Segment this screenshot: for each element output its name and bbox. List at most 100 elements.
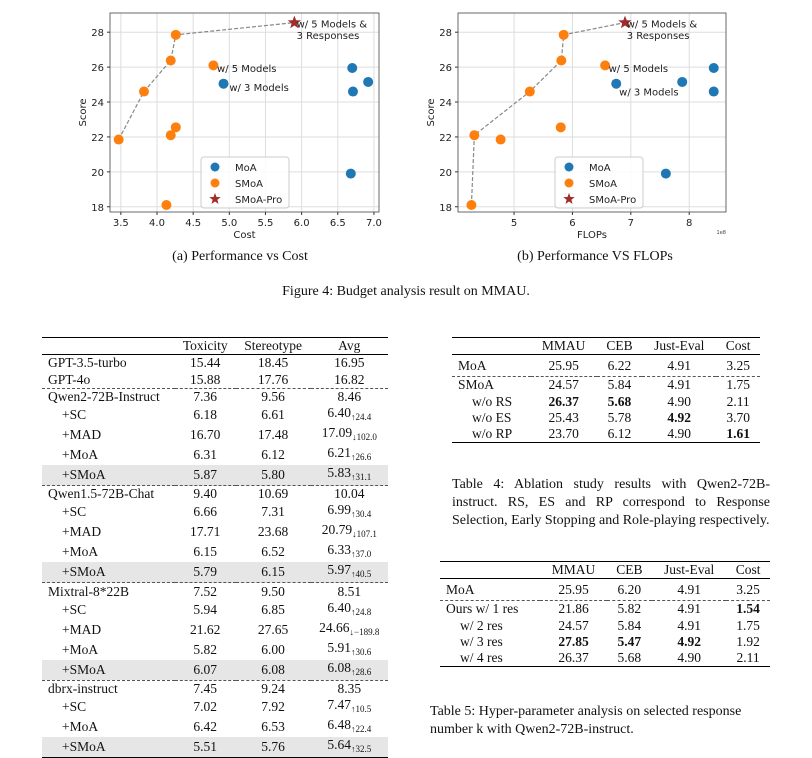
x-tick-label: 8	[686, 218, 692, 229]
table5-caption: Table 5: Hyper-parameter analysis on sel…	[430, 704, 742, 737]
value-cell: 6.12	[596, 426, 643, 444]
relative-change: ↑22.4	[350, 724, 372, 735]
best-value: 1.54	[736, 601, 760, 617]
table-row: +MAD 21.62 27.65 24.66↓−189.8	[42, 620, 388, 640]
toxicity-cell: 6.18	[193, 407, 218, 423]
data-point-moa	[347, 86, 358, 97]
toxicity-cell: 9.40	[174, 485, 236, 503]
avg-cell: 5.64↑32.5	[310, 737, 388, 758]
table-row: +SC 6.18 6.61 6.40↑24.4	[42, 405, 388, 425]
column-header: Stereotype	[235, 336, 311, 356]
toxicity-cell: 5.82	[193, 641, 218, 657]
table-row: +MoA 6.31 6.12 6.21↑26.6	[42, 445, 388, 465]
header-row: MMAU CEB Just-Eval Cost	[440, 560, 770, 580]
stereotype-cell: 7.31	[261, 504, 285, 520]
toxicity-cell: 7.36	[174, 387, 236, 406]
best-value: 5.47	[617, 634, 642, 650]
legend-marker	[564, 178, 574, 188]
data-point-smoa	[495, 134, 506, 145]
value-cell: 4.91	[677, 617, 701, 633]
avg-cell: 6.40↑24.8	[327, 599, 372, 617]
toxicity-cell: 5.51	[174, 737, 236, 758]
stereotype-cell: 10.69	[235, 485, 311, 503]
x-tick-label: 5.0	[221, 218, 237, 229]
stereotype-cell: 9.24	[235, 679, 311, 698]
column-header	[42, 336, 175, 356]
y-tick-label: 26	[439, 63, 452, 74]
annotation: 3 Responses	[627, 31, 690, 42]
legend-marker	[564, 162, 574, 172]
stereotype-cell: 17.76	[257, 371, 289, 387]
avg-cell: 5.97↑40.5	[310, 562, 388, 583]
row-label: +SC	[62, 699, 87, 715]
data-point-smoa	[556, 55, 567, 66]
table-row: GPT-3.5-turbo 15.44 18.45 16.95	[42, 355, 388, 372]
value-cell: 2.11	[726, 393, 750, 409]
column-header: MMAU	[540, 560, 607, 580]
column-header: Just-Eval	[652, 560, 727, 580]
value-cell: 25.43	[548, 410, 579, 426]
y-tick-label: 26	[91, 63, 104, 74]
column-header	[452, 336, 531, 356]
annotation: w/ 5 Models &	[297, 19, 368, 30]
legend-box	[554, 156, 644, 209]
relative-change: ↓107.1	[352, 529, 377, 540]
table-row: GPT-4o 15.88 17.76 16.82	[42, 372, 388, 389]
column-header	[440, 560, 541, 580]
subcaption-b: (b) Performance VS FLOPs	[517, 249, 673, 264]
toxicity-cell: 5.87	[174, 465, 236, 486]
legend: MoA SMoA SMoA-Pro	[200, 156, 290, 209]
table-ablation: MMAU CEB Just-Eval Cost MoA 25.95 6.22 4.91 3.25…	[452, 336, 760, 444]
x-tick-label: 5.5	[258, 218, 274, 229]
chart-performance-vs-cost: 3.5 4.0 4.5 5.0 5.5 6.0 6.5 7.0 18 20 22 24 26 28 Cost…	[78, 12, 382, 241]
row-label: GPT-4o	[48, 371, 91, 387]
stereotype-cell: 7.92	[261, 699, 285, 715]
legend-label: MoA	[589, 163, 611, 174]
avg-cell: 5.83↑31.1	[310, 465, 388, 486]
row-label: GPT-3.5-turbo	[48, 355, 127, 371]
row-label: Qwen1.5-72B-Chat	[42, 485, 175, 503]
legend-marker-star	[209, 193, 221, 204]
relative-change: ↓102.0	[352, 432, 377, 443]
data-point-smoa	[600, 60, 611, 71]
y-tick-label: 28	[439, 28, 452, 39]
avg-cell: 8.46	[310, 387, 388, 406]
relative-change: ↑30.6	[350, 646, 372, 657]
best-value: 27.85	[558, 634, 589, 650]
value-cell: 26.37	[531, 394, 597, 410]
avg-cell: 16.82	[334, 371, 365, 387]
row-label: +SC	[62, 504, 87, 520]
header-row: MMAU CEB Just-Eval Cost	[452, 336, 760, 356]
annotation: w/ 3 Models	[619, 88, 679, 99]
column-header: Cost	[716, 336, 760, 356]
data-point-smoa	[165, 55, 176, 66]
pareto-frontier-line	[470, 22, 626, 206]
y-tick-label: 22	[439, 133, 452, 144]
avg-cell: 6.48↑22.4	[327, 717, 372, 735]
y-tick-label: 20	[91, 168, 104, 179]
data-point-moa	[660, 168, 671, 179]
value-cell: 26.37	[540, 650, 607, 668]
value-cell: 2.11	[726, 650, 770, 668]
row-label: Ours w/ 1 res	[440, 600, 541, 618]
avg-cell: 24.66↓−189.8	[319, 619, 380, 637]
column-header: Toxicity	[174, 336, 236, 356]
value-cell: 4.92	[642, 410, 716, 426]
data-point-moa	[218, 78, 229, 89]
y-tick-label: 24	[439, 98, 452, 109]
toxicity-cell: 5.94	[193, 601, 218, 617]
toxicity-cell: 6.15	[193, 544, 218, 560]
toxicity-cell: 15.44	[190, 355, 221, 371]
stereotype-cell: 27.65	[257, 621, 289, 637]
row-label: +SC	[62, 407, 87, 423]
row-label: w/o ES	[472, 410, 512, 426]
data-point-smoa	[165, 130, 176, 141]
stereotype-cell: 6.52	[261, 544, 285, 560]
relative-change: ↑37.0	[350, 549, 372, 560]
toxicity-cell: 7.45	[174, 679, 236, 698]
row-label: w/o RP	[452, 426, 531, 444]
data-point-smoa-pro	[287, 15, 302, 29]
row-label: +MAD	[62, 427, 102, 443]
table-row: +SMoA 6.07 6.08 6.08↑28.6	[42, 659, 388, 681]
toxicity-cell: 5.79	[174, 562, 236, 583]
